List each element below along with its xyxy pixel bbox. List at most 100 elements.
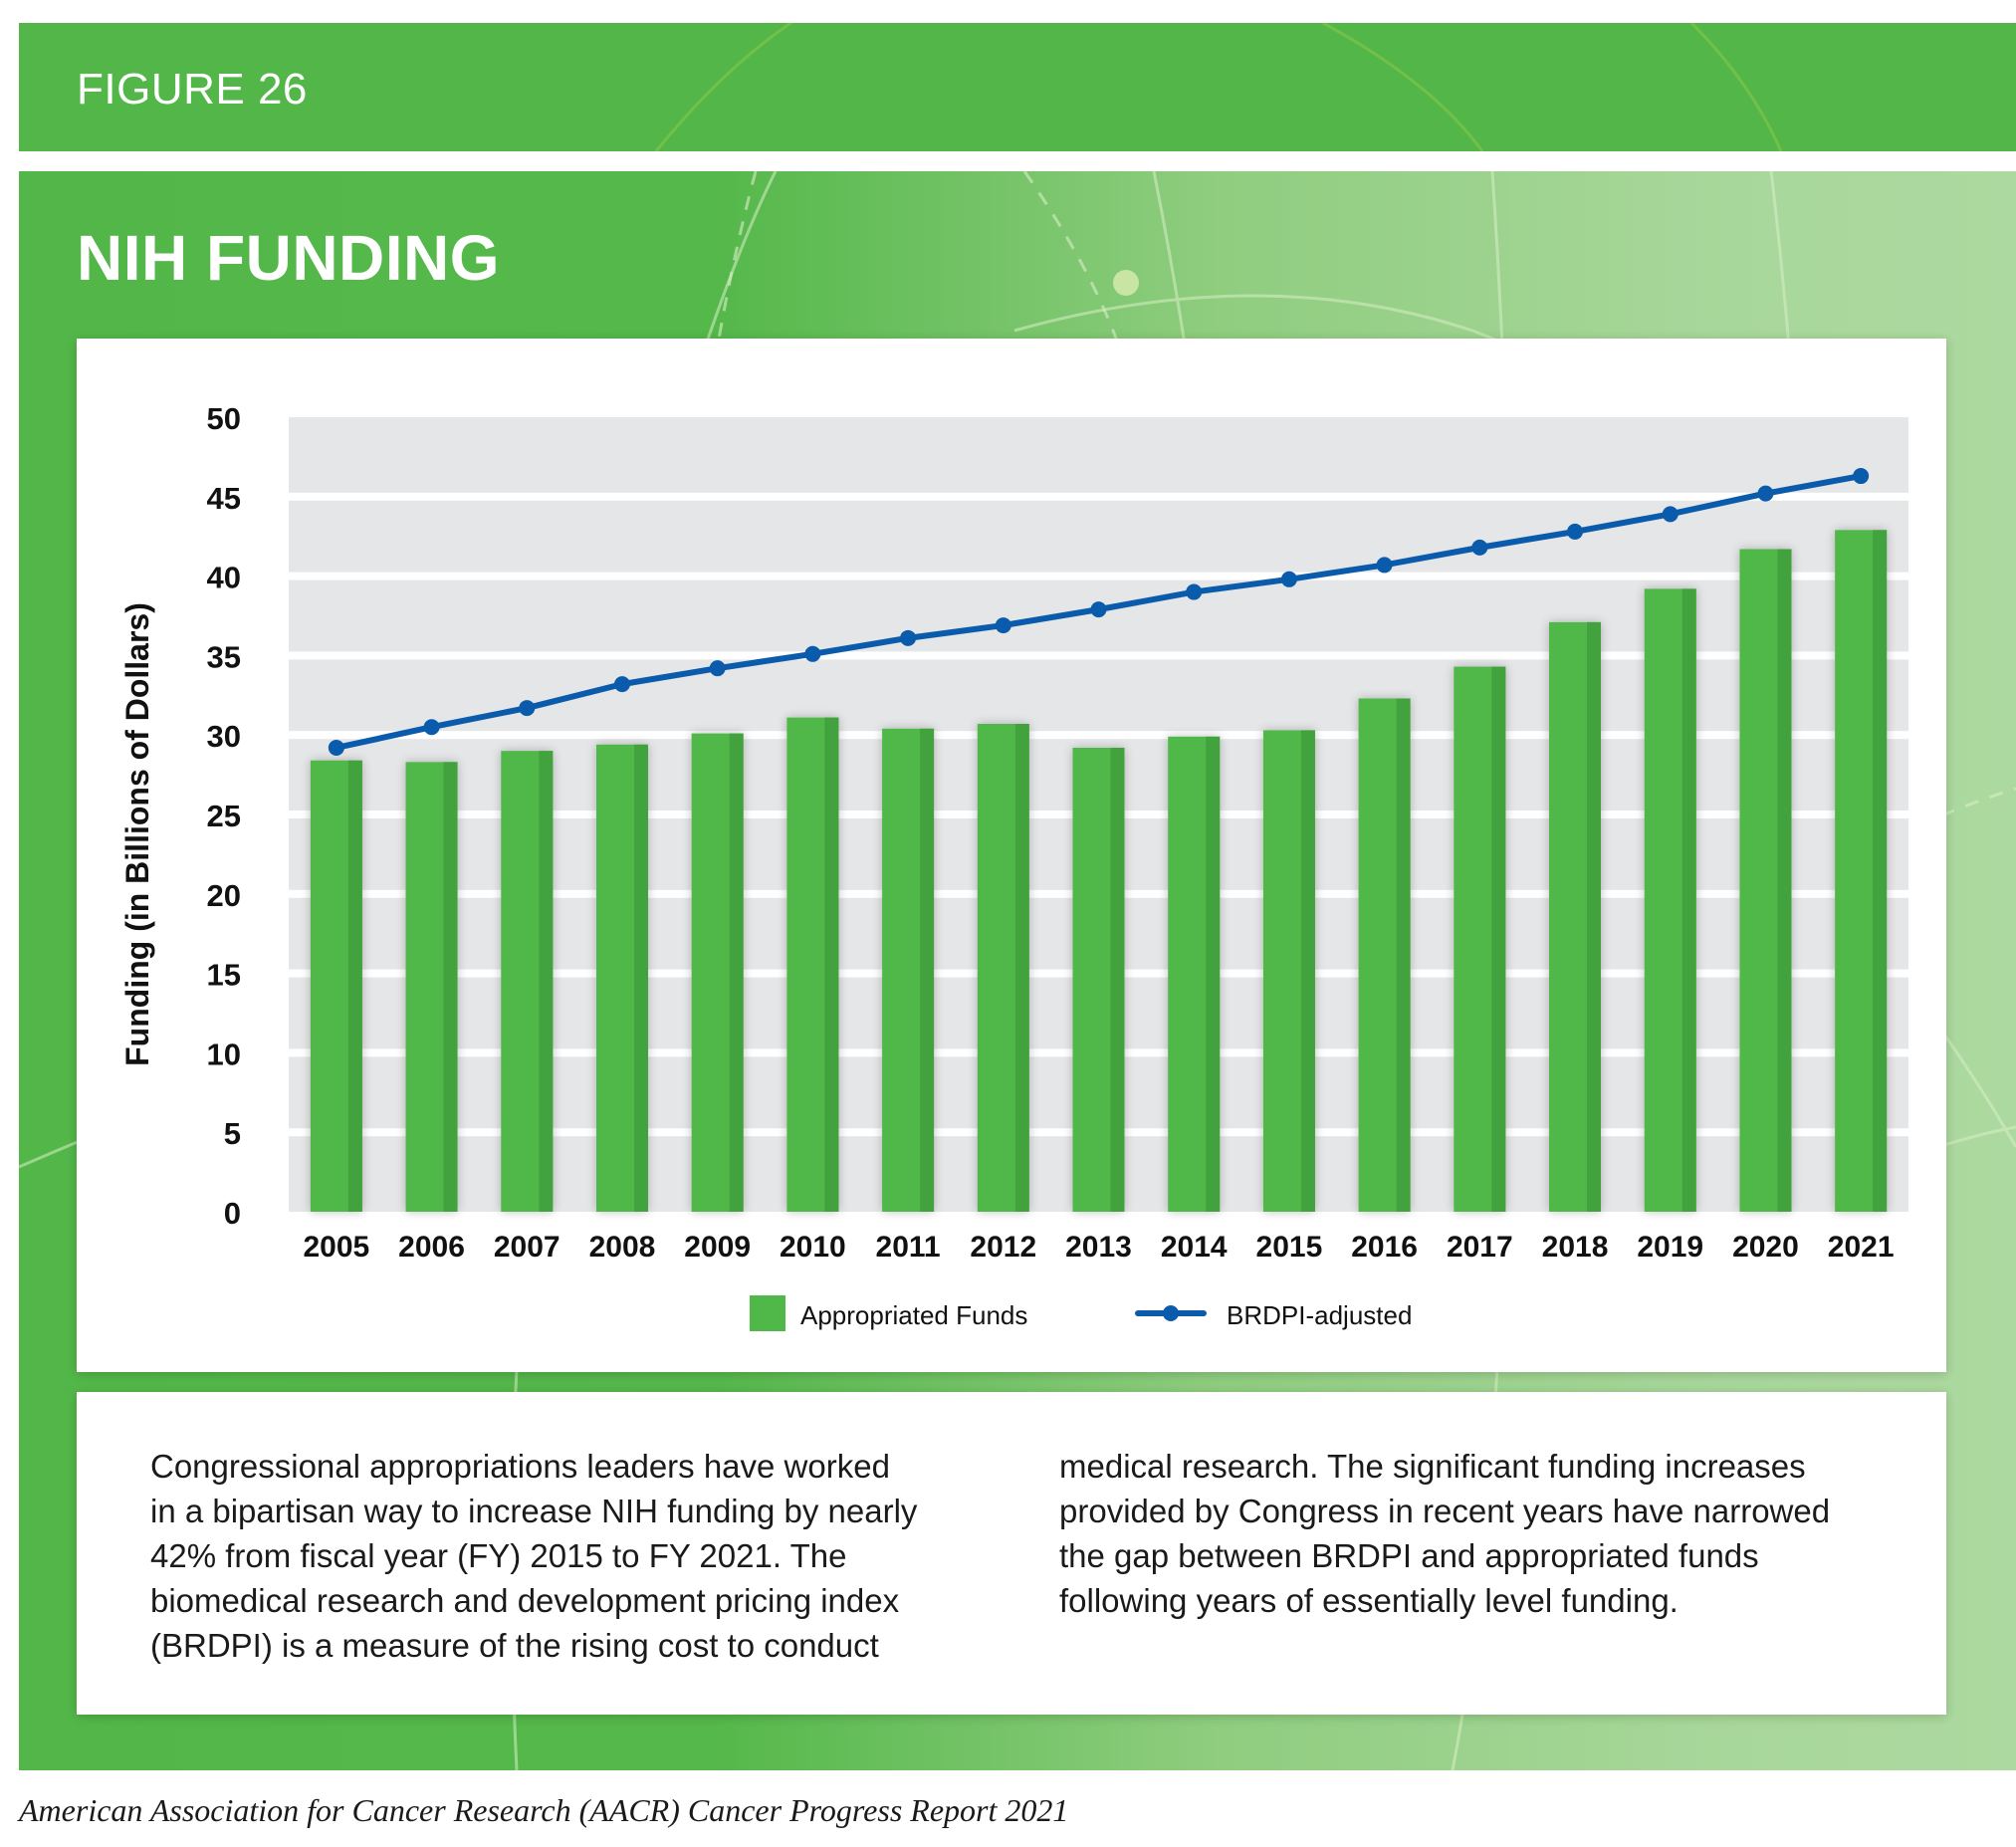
- bar-shade: [729, 733, 744, 1212]
- x-tick-label: 2009: [684, 1231, 751, 1264]
- figure-header: FIGURE 26: [19, 23, 2016, 151]
- x-tick-label: 2019: [1637, 1231, 1703, 1264]
- y-tick-label: 5: [224, 1116, 241, 1151]
- bar-shade: [1300, 730, 1315, 1212]
- gridline: [289, 731, 1908, 740]
- chart-container: 0 5 10 15 20 25 30 35 40 45 50 Funding (in Billions…: [77, 339, 1946, 1372]
- gridline: [289, 572, 1908, 580]
- bar-2005: [310, 760, 362, 1212]
- bar-2021: [1835, 530, 1888, 1212]
- legend-label-appropriated-funds: Appropriated Funds: [800, 1300, 1027, 1330]
- y-axis-label: Funding (in Billions of Dollars): [119, 602, 155, 1066]
- bar-shade: [1110, 747, 1125, 1212]
- bar-2019: [1644, 588, 1696, 1212]
- bar-2017: [1454, 666, 1506, 1212]
- x-tick-label: 2021: [1828, 1231, 1895, 1264]
- description-left-column: Congressional appropriations leaders hav…: [150, 1444, 1007, 1668]
- bar-2009: [691, 733, 744, 1212]
- y-tick-label: 20: [207, 878, 241, 913]
- x-tick-label: 2005: [303, 1231, 369, 1264]
- bar-shade: [1873, 530, 1888, 1212]
- brdpi-point-2016: [1376, 557, 1393, 574]
- y-tick-label: 30: [207, 719, 241, 754]
- decorative-arcs: [654, 23, 1783, 151]
- brdpi-point-2007: [519, 700, 536, 717]
- description-line: (BRDPI) is a measure of the rising cost …: [150, 1627, 879, 1664]
- brdpi-point-2019: [1662, 506, 1679, 523]
- brdpi-point-2021: [1853, 468, 1870, 485]
- x-tick-label: 2008: [589, 1231, 656, 1264]
- brdpi-point-2020: [1757, 485, 1774, 502]
- x-tick-label: 2016: [1351, 1231, 1418, 1264]
- x-tick-label: 2006: [398, 1231, 465, 1264]
- description-line: following years of essentially level fun…: [1059, 1582, 1679, 1619]
- bar-shade: [347, 760, 362, 1212]
- x-tick-label: 2010: [780, 1231, 846, 1264]
- brdpi-point-2012: [995, 617, 1011, 634]
- description-line: 42% from fiscal year (FY) 2015 to FY 202…: [150, 1537, 847, 1574]
- bar-2012: [977, 724, 1029, 1212]
- description-line: provided by Congress in recent years hav…: [1059, 1493, 1831, 1529]
- bar-shade: [1681, 588, 1696, 1212]
- bar-shade: [1491, 666, 1506, 1212]
- bar-shade: [1396, 698, 1411, 1212]
- y-tick-label: 45: [207, 481, 241, 516]
- bar-shade: [633, 744, 648, 1212]
- y-tick-label: 10: [207, 1037, 241, 1071]
- bar-2011: [882, 728, 935, 1212]
- description-right-column: medical research. The significant fundin…: [1059, 1444, 1915, 1623]
- bar-shade: [1206, 736, 1221, 1212]
- x-tick-label: 2017: [1447, 1231, 1513, 1264]
- x-tick-label: 2013: [1065, 1231, 1132, 1264]
- citation: American Association for Cancer Research…: [19, 1792, 1069, 1828]
- bar-2020: [1739, 549, 1792, 1212]
- y-tick-label: 35: [207, 639, 241, 674]
- x-tick-label: 2012: [970, 1231, 1036, 1264]
- bar-shade: [920, 728, 935, 1212]
- bar-shade: [1587, 621, 1602, 1212]
- x-tick-label: 2007: [494, 1231, 560, 1264]
- brdpi-point-2006: [423, 719, 440, 736]
- description-box: Congressional appropriations leaders hav…: [77, 1392, 1946, 1715]
- bar-shade: [824, 717, 839, 1212]
- description-line: medical research. The significant fundin…: [1059, 1448, 1806, 1485]
- brdpi-point-2018: [1567, 523, 1584, 540]
- bar-2014: [1168, 736, 1221, 1212]
- bar-2016: [1358, 698, 1411, 1212]
- description-line: in a bipartisan way to increase NIH fund…: [150, 1493, 918, 1529]
- legend-marker-brdpi: [1163, 1305, 1179, 1321]
- description-line: the gap between BRDPI and appropriated f…: [1059, 1537, 1759, 1574]
- description-line: Congressional appropriations leaders hav…: [150, 1448, 890, 1485]
- x-tick-label: 2020: [1732, 1231, 1799, 1264]
- gridline: [289, 492, 1908, 501]
- brdpi-point-2014: [1186, 583, 1203, 600]
- bar-shade: [539, 751, 554, 1212]
- bar-2010: [786, 717, 839, 1212]
- brdpi-point-2015: [1280, 571, 1297, 587]
- bar-shade: [1014, 724, 1029, 1212]
- bar-2006: [405, 762, 458, 1212]
- description-line: biomedical research and development pric…: [150, 1582, 900, 1619]
- chart: 0 5 10 15 20 25 30 35 40 45 50 Funding (in Billions…: [119, 401, 1908, 1331]
- legend-swatch-appropriated-funds: [750, 1295, 785, 1331]
- brdpi-point-2010: [804, 645, 821, 662]
- y-tick-label: 15: [207, 958, 241, 993]
- bar-shade: [443, 762, 458, 1212]
- y-tick-label: 0: [224, 1196, 241, 1231]
- bar-2013: [1072, 747, 1125, 1212]
- bar-2018: [1549, 621, 1602, 1212]
- y-tick-label: 25: [207, 799, 241, 833]
- brdpi-point-2009: [709, 660, 726, 677]
- legend-label-brdpi: BRDPI-adjusted: [1227, 1300, 1412, 1330]
- bar-2007: [501, 751, 554, 1212]
- gridline: [289, 651, 1908, 660]
- x-tick-label: 2018: [1542, 1231, 1609, 1264]
- figure-label: FIGURE 26: [77, 65, 308, 114]
- x-tick-label: 2014: [1161, 1231, 1228, 1264]
- chart-title: NIH FUNDING: [77, 222, 501, 294]
- bar-2015: [1262, 730, 1315, 1212]
- y-tick-label: 40: [207, 561, 241, 595]
- x-tick-label: 2011: [876, 1231, 941, 1264]
- x-tick-label: 2015: [1256, 1231, 1323, 1264]
- bar-shade: [1777, 549, 1792, 1212]
